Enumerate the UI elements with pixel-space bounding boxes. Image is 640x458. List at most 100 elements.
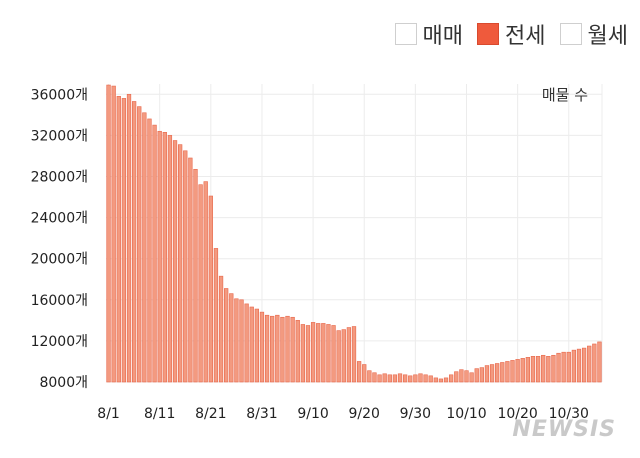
bar[interactable] (408, 375, 413, 383)
bar[interactable] (254, 308, 259, 383)
bar[interactable] (188, 157, 193, 383)
bar[interactable] (489, 364, 495, 383)
legend-item-monthly[interactable]: 월세 (559, 18, 628, 50)
bar[interactable] (362, 364, 367, 383)
legend-checkbox-monthly[interactable] (559, 23, 582, 45)
bar[interactable] (597, 341, 602, 383)
bar[interactable] (244, 303, 249, 383)
bar[interactable] (106, 84, 111, 383)
bar[interactable] (505, 361, 510, 383)
bar[interactable] (392, 374, 398, 383)
bar[interactable] (234, 298, 239, 383)
bar[interactable] (561, 351, 566, 383)
bar[interactable] (157, 130, 162, 383)
bar[interactable] (249, 306, 254, 383)
bar[interactable] (285, 315, 290, 383)
bar[interactable] (510, 360, 515, 383)
bar[interactable] (464, 370, 469, 383)
bar[interactable] (418, 373, 423, 383)
bar[interactable] (530, 356, 536, 383)
bar[interactable] (259, 311, 265, 383)
bar[interactable] (535, 356, 541, 383)
bar[interactable] (126, 93, 132, 383)
bar[interactable] (218, 275, 224, 383)
bar[interactable] (131, 101, 137, 383)
bar[interactable] (367, 370, 372, 383)
bar[interactable] (121, 98, 127, 383)
bar[interactable] (264, 314, 270, 383)
bar[interactable] (321, 323, 326, 383)
bar[interactable] (495, 363, 500, 383)
bar[interactable] (479, 367, 484, 383)
bar[interactable] (397, 373, 403, 383)
bar[interactable] (438, 378, 444, 383)
bar[interactable] (459, 369, 464, 383)
bar[interactable] (224, 288, 229, 383)
bar[interactable] (551, 354, 556, 383)
bar[interactable] (541, 354, 546, 383)
bar[interactable] (428, 375, 433, 383)
bar[interactable] (229, 293, 234, 383)
bar[interactable] (576, 348, 582, 383)
bar[interactable] (413, 374, 418, 383)
bar[interactable] (316, 323, 321, 383)
bar[interactable] (310, 322, 316, 383)
bar[interactable] (326, 324, 331, 383)
bar[interactable] (111, 85, 116, 383)
bar[interactable] (587, 345, 592, 383)
bar[interactable] (382, 373, 387, 383)
bar[interactable] (546, 356, 551, 383)
bar[interactable] (305, 325, 311, 383)
bar[interactable] (433, 377, 438, 383)
bar[interactable] (515, 359, 520, 383)
bar[interactable] (356, 361, 362, 383)
bar[interactable] (402, 374, 408, 383)
bar[interactable] (377, 374, 382, 383)
bar[interactable] (454, 371, 459, 383)
bar[interactable] (500, 362, 505, 383)
bar[interactable] (193, 168, 198, 383)
bar[interactable] (280, 316, 285, 383)
bar[interactable] (295, 320, 300, 383)
bar[interactable] (213, 248, 219, 383)
bar[interactable] (300, 324, 306, 383)
bar[interactable] (581, 347, 587, 383)
bar[interactable] (520, 358, 525, 383)
bar[interactable] (443, 377, 449, 383)
bar[interactable] (571, 349, 577, 383)
bar[interactable] (346, 327, 352, 383)
legend-checkbox-sale[interactable] (394, 23, 417, 45)
bar[interactable] (331, 325, 336, 383)
bar[interactable] (198, 184, 203, 383)
bar[interactable] (172, 140, 178, 383)
bar[interactable] (556, 352, 561, 383)
bar[interactable] (351, 326, 357, 383)
legend-item-jeonse[interactable]: 전세 (477, 18, 546, 50)
bar[interactable] (469, 372, 474, 383)
bar[interactable] (525, 357, 530, 383)
bar[interactable] (167, 135, 173, 383)
bar[interactable] (239, 299, 244, 383)
bar[interactable] (387, 374, 392, 383)
legend-item-sale[interactable]: 매매 (394, 18, 463, 50)
bar[interactable] (137, 106, 142, 383)
bar[interactable] (183, 150, 188, 383)
bar[interactable] (566, 351, 571, 383)
bar[interactable] (116, 96, 121, 383)
bar[interactable] (474, 368, 479, 383)
bar[interactable] (208, 195, 213, 383)
bar[interactable] (449, 374, 454, 383)
bar[interactable] (423, 374, 428, 383)
bar[interactable] (147, 118, 152, 383)
bar[interactable] (592, 343, 597, 383)
bar[interactable] (275, 314, 280, 383)
bar[interactable] (162, 132, 167, 383)
bar[interactable] (203, 181, 208, 383)
bar[interactable] (142, 112, 147, 383)
bar[interactable] (178, 144, 183, 383)
bar[interactable] (484, 365, 490, 383)
bar[interactable] (336, 330, 341, 383)
bar[interactable] (152, 124, 157, 383)
legend-checkbox-jeonse[interactable] (477, 23, 500, 45)
bar[interactable] (290, 316, 295, 383)
